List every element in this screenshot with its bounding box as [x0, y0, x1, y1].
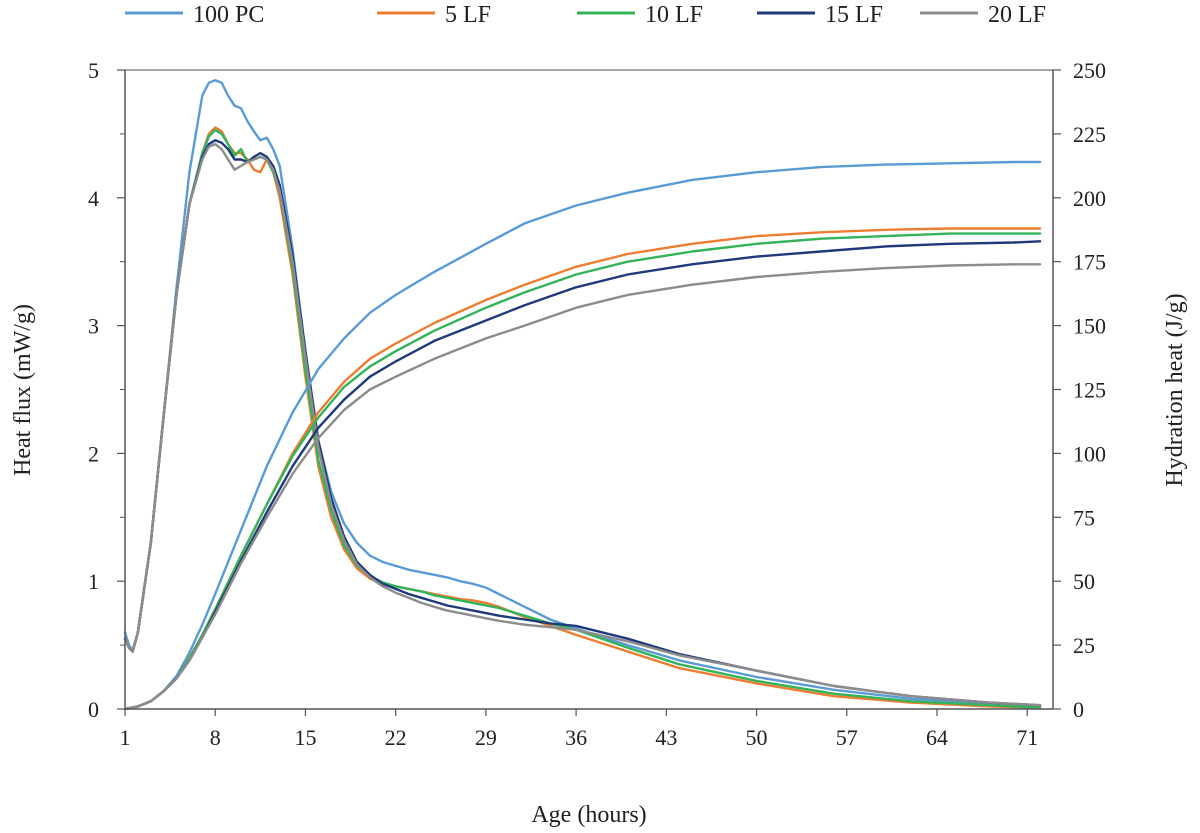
x-tick-label: 43 — [655, 725, 677, 750]
series-layer — [123, 79, 1042, 711]
series-line-20-lf-hydration-heat — [123, 263, 1042, 711]
y-right-tick-label: 225 — [1073, 122, 1106, 147]
legend-item-20-lf: 20 LF — [920, 2, 1046, 28]
legend-label: 20 LF — [988, 2, 1046, 28]
y-axis-left: 0 1 2 3 4 5 — [88, 58, 126, 722]
legend: 100 PC 5 LF 10 LF 15 LF 20 LF — [125, 2, 1046, 28]
x-axis-title: Age (hours) — [531, 802, 646, 828]
y-axis-left-title: Heat flux (mW/g) — [10, 304, 36, 476]
y-right-tick-label: 25 — [1073, 633, 1095, 658]
y-axis-right: 0 25 50 75 100 125 150 175 200 225 250 — [1052, 58, 1106, 722]
x-tick-label: 22 — [385, 725, 407, 750]
y-left-tick-label: 3 — [88, 314, 99, 339]
y-left-tick-label: 1 — [88, 569, 99, 594]
series-line-20-lf-heat-flux — [123, 142, 1042, 707]
y-right-tick-label: 100 — [1073, 441, 1106, 466]
x-tick-label: 64 — [926, 725, 948, 750]
y-left-tick-label: 0 — [88, 697, 99, 722]
legend-item-10-lf: 10 LF — [577, 2, 703, 28]
y-right-tick-label: 75 — [1073, 505, 1095, 530]
y-left-tick-label: 4 — [88, 186, 99, 211]
y-left-tick-label: 2 — [88, 441, 99, 466]
x-tick-label: 50 — [746, 725, 768, 750]
y-right-tick-label: 150 — [1073, 314, 1106, 339]
y-axis-right-title: Hydration heat (J/g) — [1162, 293, 1188, 486]
y-right-tick-label: 0 — [1073, 697, 1084, 722]
legend-label: 100 PC — [193, 2, 264, 28]
y-left-tick-label: 5 — [88, 58, 99, 83]
y-right-tick-label: 200 — [1073, 186, 1106, 211]
legend-item-5-lf: 5 LF — [377, 2, 491, 28]
x-tick-label: 8 — [210, 725, 221, 750]
series-line-100-pc-hydration-heat — [123, 160, 1042, 711]
series-line-100-pc-heat-flux — [123, 79, 1042, 708]
y-right-tick-label: 250 — [1073, 58, 1106, 83]
legend-label: 10 LF — [645, 2, 703, 28]
x-tick-label: 36 — [565, 725, 587, 750]
series-line-15-lf-heat-flux — [123, 139, 1042, 707]
x-tick-label: 1 — [120, 725, 131, 750]
series-line-5-lf-heat-flux — [123, 126, 1042, 709]
x-tick-label: 57 — [836, 725, 858, 750]
x-tick-label: 15 — [294, 725, 316, 750]
y-right-tick-label: 175 — [1073, 250, 1106, 275]
x-tick-label: 71 — [1016, 725, 1038, 750]
series-line-10-lf-heat-flux — [123, 128, 1042, 709]
x-tick-label: 29 — [475, 725, 497, 750]
x-axis: 1 8 15 22 29 36 43 50 57 64 71 — [120, 708, 1053, 750]
y-right-tick-label: 125 — [1073, 378, 1106, 403]
legend-label: 15 LF — [825, 2, 883, 28]
legend-label: 5 LF — [445, 2, 491, 28]
legend-item-100-pc: 100 PC — [125, 2, 264, 28]
legend-item-15-lf: 15 LF — [757, 2, 883, 28]
y-right-tick-label: 50 — [1073, 569, 1095, 594]
